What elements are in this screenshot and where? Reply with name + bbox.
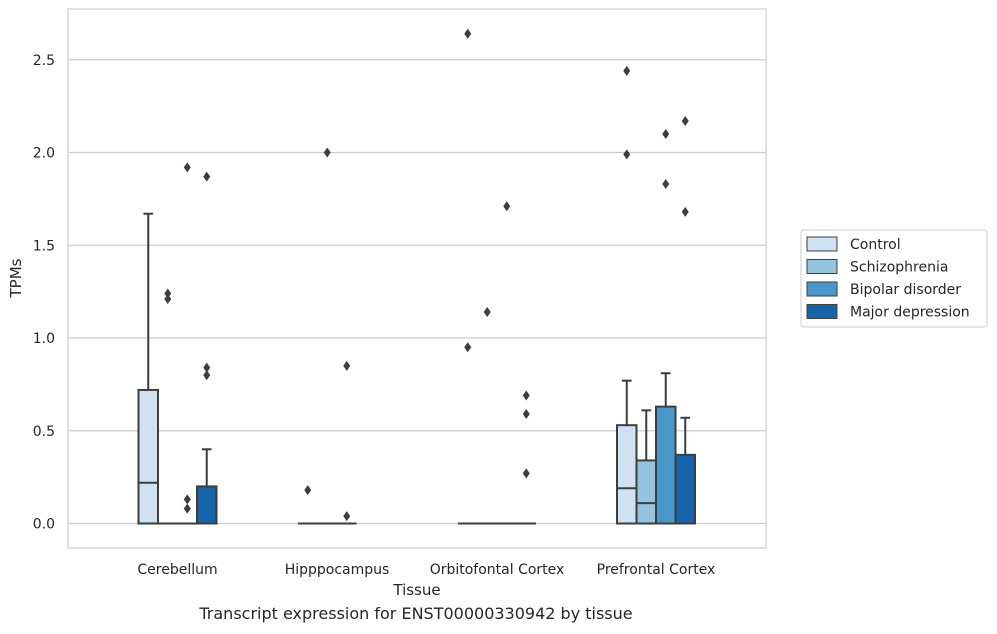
box-group [674, 115, 696, 525]
y-tick-label: 2.0 [33, 146, 55, 162]
x-tick-label: Orbitofontal Cortex [430, 562, 565, 578]
y-tick-label: 1.5 [33, 238, 55, 254]
outlier-point [522, 468, 530, 479]
box-group [655, 128, 677, 525]
legend-label: Bipolar disorder [850, 282, 961, 298]
box-group [477, 307, 497, 525]
x-tick-label: Cerebellum [137, 562, 217, 578]
box-group [337, 360, 357, 525]
y-tick-label: 0.5 [33, 424, 55, 440]
legend-label: Major depression [850, 305, 970, 321]
legend-frame [800, 229, 988, 328]
legend-swatch [806, 304, 838, 319]
outlier-point [464, 28, 472, 39]
x-tick-label: Hipppocampus [285, 562, 390, 578]
outlier-point [183, 162, 191, 173]
box [137, 388, 159, 525]
box-group [616, 65, 638, 525]
plot-frame [67, 8, 767, 549]
outlier-point [203, 171, 211, 182]
outlier-point [183, 494, 191, 505]
outlier-point [681, 115, 689, 126]
box [655, 405, 677, 525]
outlier-point [681, 206, 689, 217]
legend-label: Control [850, 237, 901, 253]
y-axis-label: TPMs [7, 258, 25, 298]
box [616, 424, 638, 525]
legend-swatch [806, 281, 838, 297]
outlier-point [522, 409, 530, 420]
box-group [635, 409, 657, 525]
plot-marks [137, 28, 696, 525]
legend-label: Schizophrenia [850, 260, 948, 276]
outlier-point [623, 65, 631, 76]
outlier-point [164, 294, 172, 305]
outlier-point [522, 390, 530, 401]
y-axis-ticks: 0.0 0.5 1.0 1.5 2.0 2.5 [33, 53, 55, 533]
outlier-point [203, 370, 211, 381]
outlier-point [183, 503, 191, 514]
box [196, 485, 218, 525]
figure-caption: Transcript expression for ENST0000033094… [199, 604, 633, 623]
outlier-point [503, 201, 511, 212]
box-group [458, 28, 478, 525]
box-group [158, 288, 178, 525]
box-group [516, 390, 536, 525]
legend-swatch [806, 259, 838, 274]
outlier-point [343, 360, 351, 371]
x-axis-label: Tissue [392, 581, 440, 599]
outlier-point [623, 149, 631, 160]
box-group [317, 147, 337, 525]
y-tick-label: 2.5 [33, 53, 55, 69]
outlier-point [323, 147, 331, 158]
x-tick-label: Prefrontal Cortex [597, 562, 716, 578]
box-group [298, 485, 318, 525]
outlier-point [203, 362, 211, 373]
box-group [196, 171, 218, 525]
outlier-point [662, 128, 670, 139]
outlier-point [304, 485, 312, 496]
box-group [137, 212, 159, 525]
y-tick-label: 1.0 [33, 331, 55, 347]
box-group [177, 162, 197, 525]
legend-swatch [806, 236, 838, 252]
y-tick-label: 0.0 [33, 517, 55, 533]
box [674, 453, 696, 525]
outlier-point [662, 179, 670, 190]
outlier-point [483, 307, 491, 318]
outlier-point [343, 511, 351, 522]
legend: Control Schizophrenia Bipolar disorder Majo… [800, 229, 988, 328]
outlier-point [164, 288, 172, 299]
box-group [497, 201, 517, 525]
outlier-point [464, 342, 472, 353]
box [635, 459, 657, 525]
x-axis-ticks: Cerebellum Hipppocampus Orbitofontal Corte… [137, 562, 715, 578]
